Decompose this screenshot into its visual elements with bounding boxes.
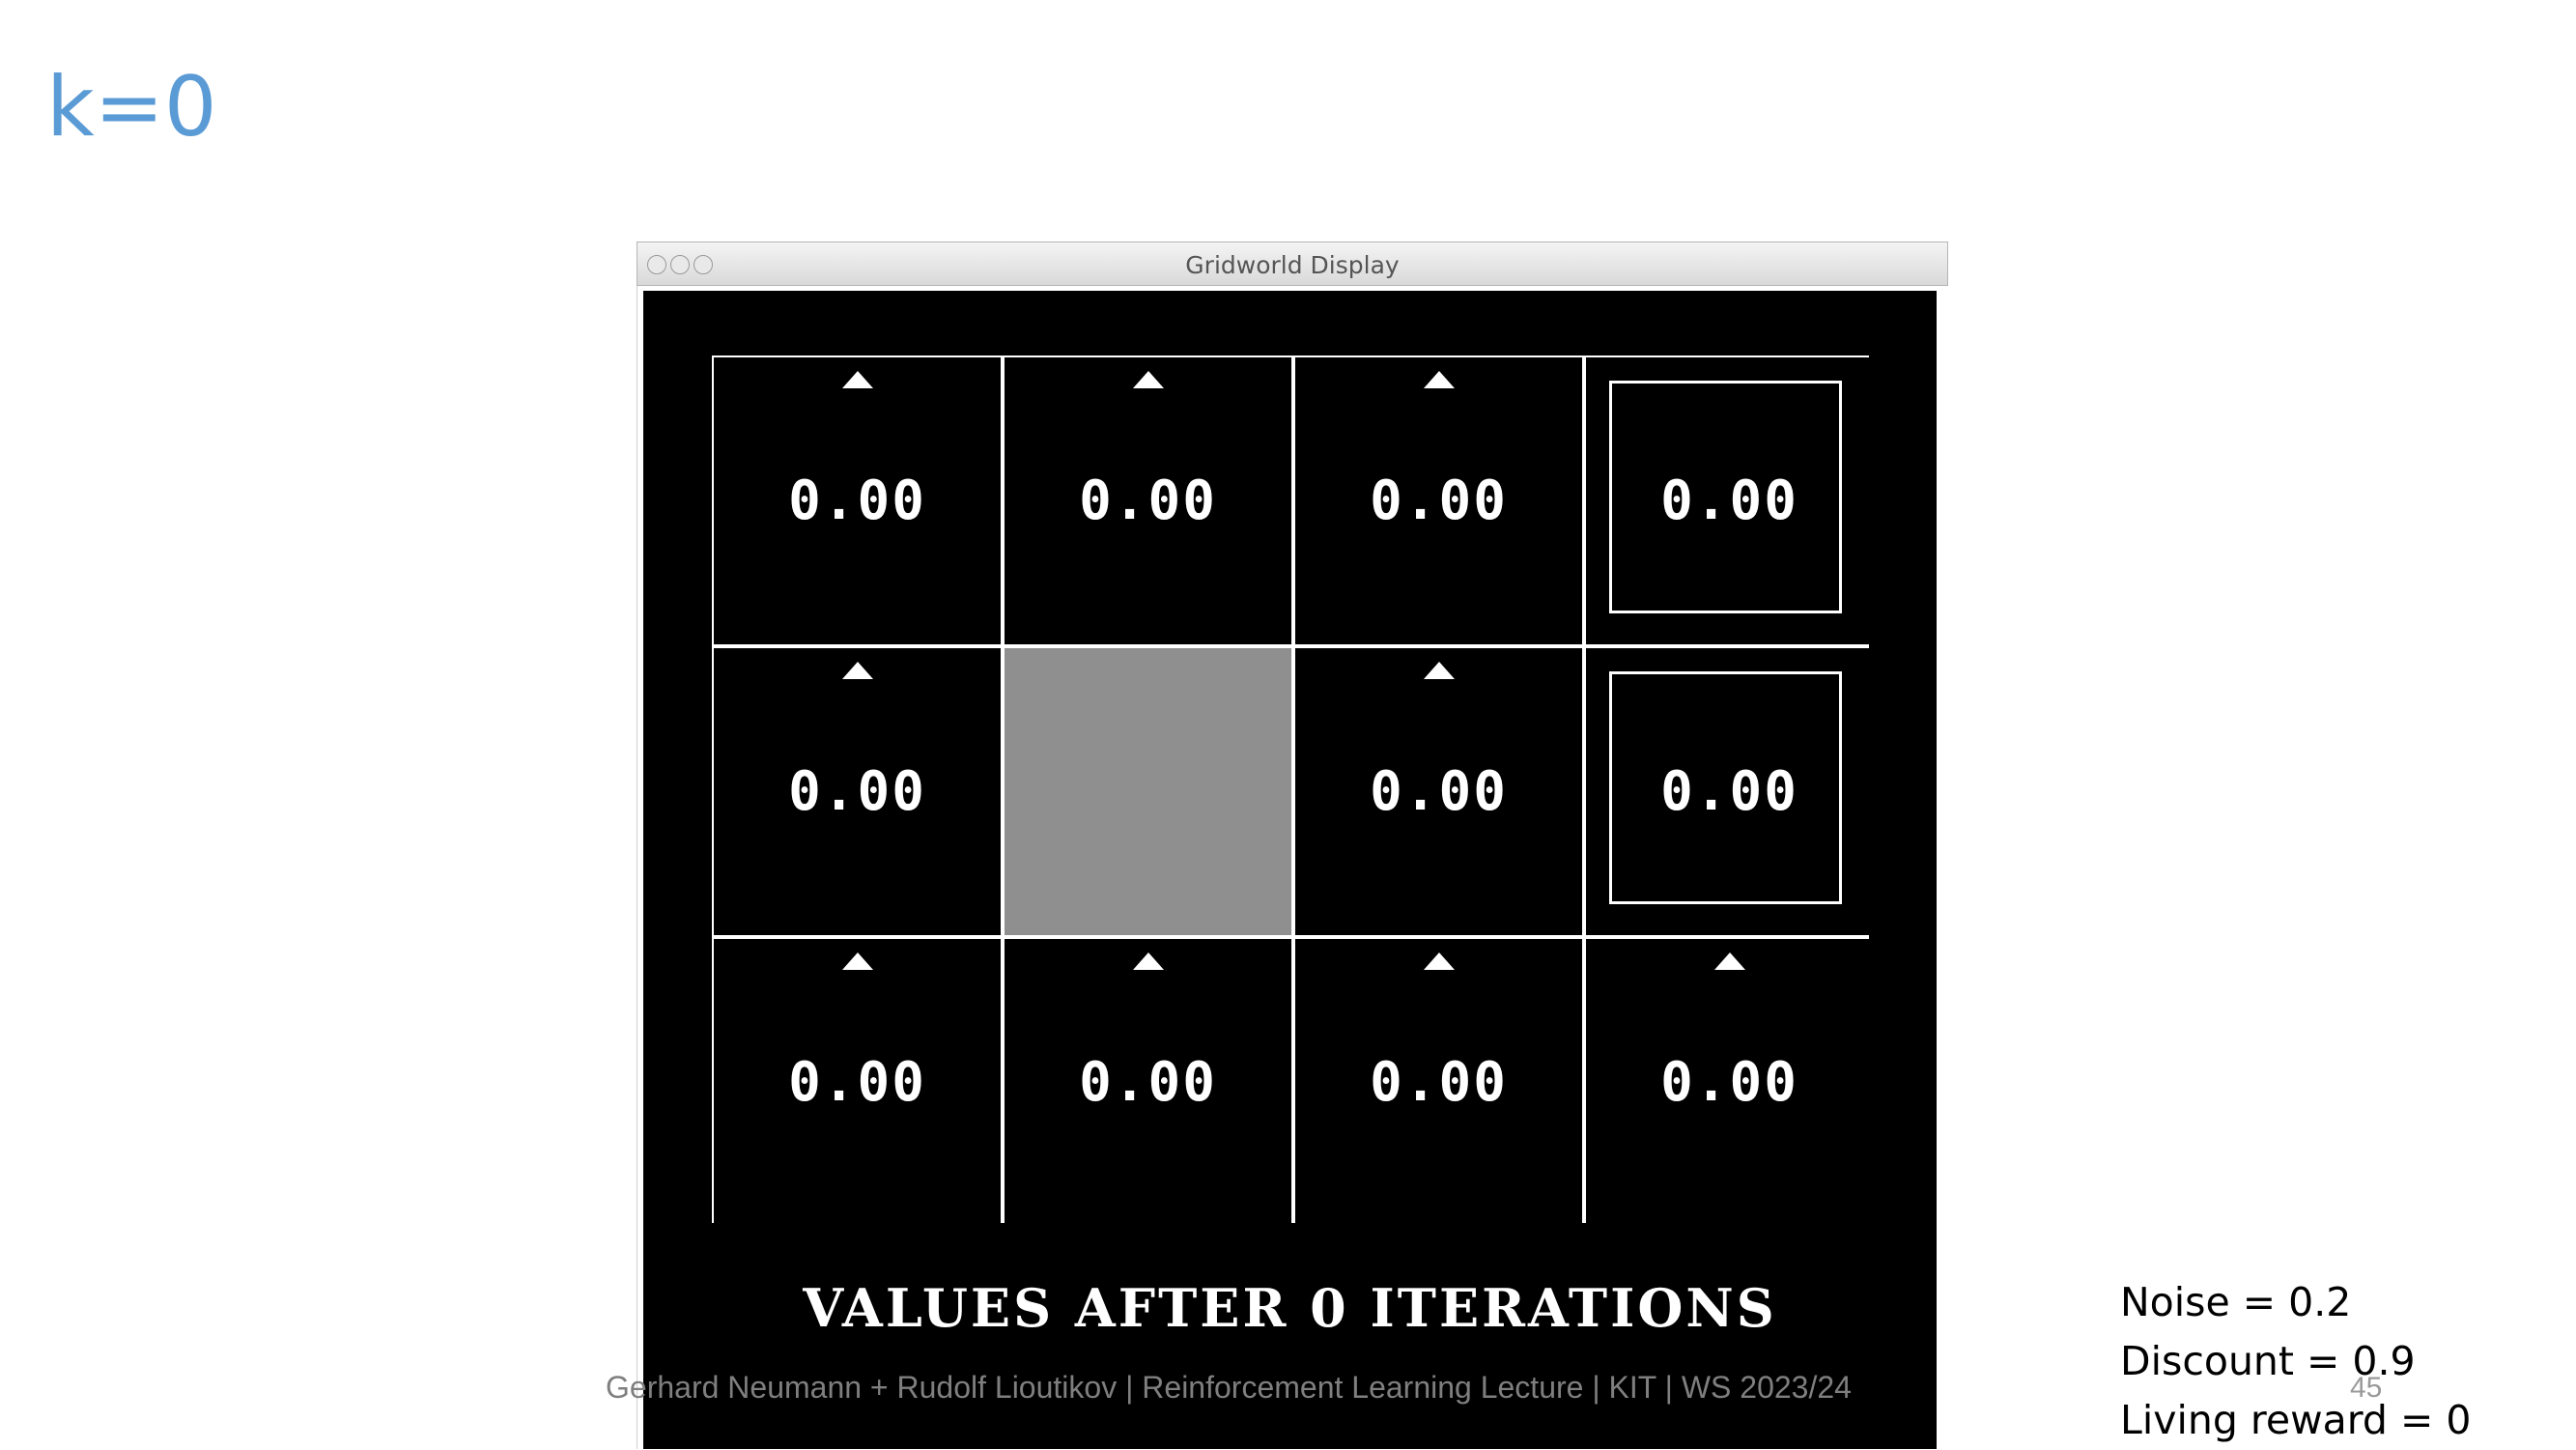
gridworld-canvas: 0.00 0.00 0.00 0.00 0.00 0.00 0.00 0.00 0.00 0.00… — [643, 291, 1937, 1449]
arrow-up-icon — [841, 662, 873, 679]
grid-cell: 0.00 — [1005, 939, 1291, 1226]
grid-cell: 0.00 — [1586, 939, 1873, 1226]
arrow-up-icon — [1132, 952, 1164, 970]
page-number: 45 — [2350, 1372, 2383, 1404]
discount-label: Discount = 0.9 — [2120, 1338, 2416, 1384]
cell-value: 0.00 — [1370, 1051, 1508, 1114]
window-titlebar: Gridworld Display — [637, 242, 1948, 286]
grid-cell: 0.00 — [714, 648, 1001, 935]
grid-cell: 0.00 — [714, 939, 1001, 1226]
grid-cell: 0.00 — [1005, 357, 1291, 644]
slide-title: k=0 — [46, 59, 217, 156]
gridworld-window: Gridworld Display 0.00 0.00 0.00 0.00 0.00 0.… — [637, 242, 1948, 1449]
terminal-box — [1609, 671, 1842, 904]
wall-cell — [1005, 648, 1291, 935]
slide-footer: Gerhard Neumann + Rudolf Lioutikov | Rei… — [606, 1370, 1852, 1405]
gridworld-grid: 0.00 0.00 0.00 0.00 0.00 0.00 0.00 0.00 0.00 0.00… — [712, 355, 1873, 1226]
grid-line — [1001, 357, 1005, 1221]
cell-value: 0.00 — [788, 469, 926, 532]
cell-value: 0.00 — [788, 760, 926, 823]
grid-line — [714, 935, 1867, 939]
arrow-up-icon — [1423, 371, 1455, 388]
grid-cell: 0.00 — [714, 357, 1001, 644]
cell-value: 0.00 — [1079, 1051, 1217, 1114]
close-window-button[interactable] — [647, 255, 666, 274]
arrow-up-icon — [1423, 662, 1455, 679]
arrow-up-icon — [841, 952, 873, 970]
cell-value: 0.00 — [1660, 1051, 1798, 1114]
terminal-box — [1609, 381, 1842, 613]
zoom-window-button[interactable] — [694, 255, 713, 274]
mdp-parameters: Noise = 0.2 Discount = 0.9 Living reward… — [2120, 1273, 2471, 1450]
grid-cell: 0.00 — [1295, 648, 1582, 935]
window-title: Gridworld Display — [1185, 251, 1400, 279]
arrow-up-icon — [1132, 371, 1164, 388]
grid-cell: 0.00 — [1295, 939, 1582, 1226]
grid-line — [1291, 357, 1295, 1221]
iterations-caption: VALUES AFTER 0 ITERATIONS — [803, 1277, 1777, 1339]
cell-value: 0.00 — [788, 1051, 926, 1114]
grid-line — [1582, 357, 1586, 1221]
grid-line — [714, 644, 1867, 648]
cell-value: 0.00 — [1370, 469, 1508, 532]
arrow-up-icon — [1423, 952, 1455, 970]
living-reward-label: Living reward = 0 — [2120, 1397, 2472, 1443]
cell-value: 0.00 — [1370, 760, 1508, 823]
minimize-window-button[interactable] — [670, 255, 690, 274]
grid-cell: 0.00 — [1295, 357, 1582, 644]
cell-value: 0.00 — [1660, 760, 1798, 823]
cell-value: 0.00 — [1079, 469, 1217, 532]
terminal-cell: 0.00 — [1586, 357, 1873, 644]
arrow-up-icon — [841, 371, 873, 388]
terminal-cell: 0.00 — [1586, 648, 1873, 935]
arrow-up-icon — [1713, 952, 1745, 970]
cell-value: 0.00 — [1660, 469, 1798, 532]
noise-label: Noise = 0.2 — [2120, 1279, 2352, 1325]
